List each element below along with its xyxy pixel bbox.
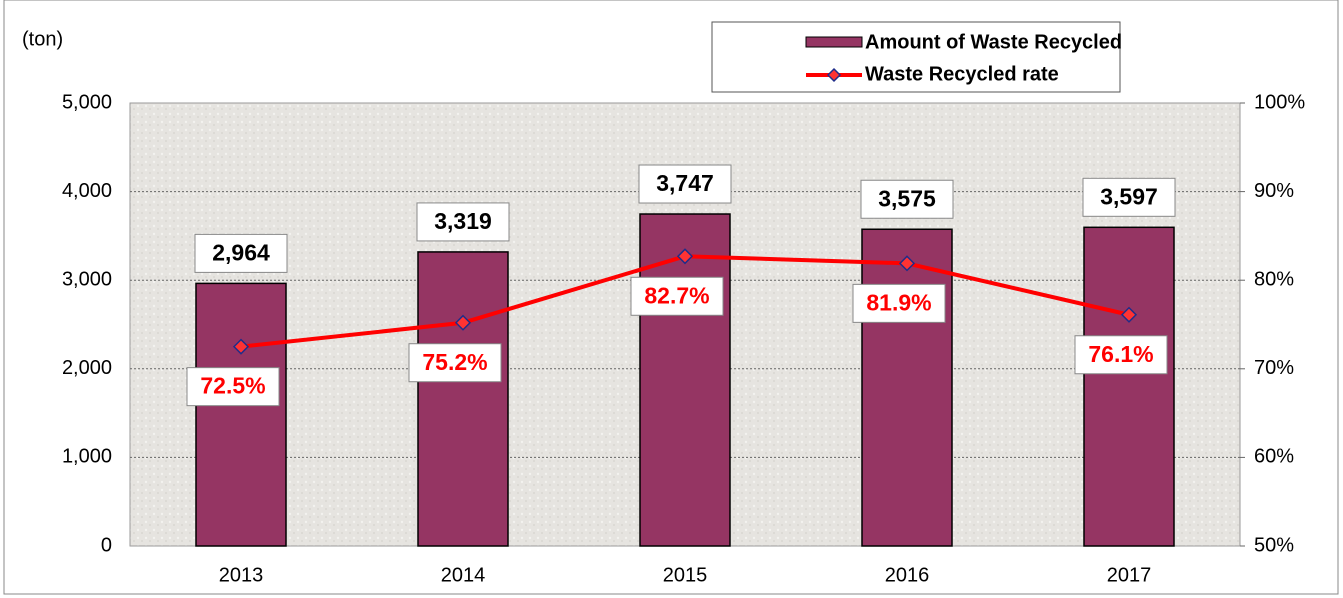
rate-marker xyxy=(454,314,472,331)
y2-tick-label: 60% xyxy=(1254,446,1294,468)
legend-marker xyxy=(826,67,842,83)
y2-tick-label: 50% xyxy=(1254,534,1294,556)
rate-value-label-box xyxy=(186,367,280,407)
bar-value-label-box xyxy=(416,202,510,242)
bar-value-label-box xyxy=(638,164,732,204)
y-tick-label: 2,000 xyxy=(62,357,112,379)
y-tick-label: 1,000 xyxy=(62,446,112,468)
bar xyxy=(861,228,953,547)
rate-value-label-box xyxy=(408,343,502,383)
x-tick-label: 2014 xyxy=(441,564,486,586)
rate-value-label-box xyxy=(630,276,724,316)
legend-label: Amount of Waste Recycled xyxy=(865,31,1122,53)
rate-value-label-box xyxy=(852,283,946,323)
bar xyxy=(195,282,287,547)
rate-value-label: 82.7% xyxy=(644,282,709,308)
bar-value-label-box xyxy=(860,179,954,219)
y-tick-label: 5,000 xyxy=(62,91,112,113)
rate-value-label: 81.9% xyxy=(866,289,931,315)
bar xyxy=(417,251,509,547)
y2-tick-label: 80% xyxy=(1254,268,1294,290)
bar-value-label: 3,319 xyxy=(434,208,492,234)
x-tick-label: 2016 xyxy=(885,564,930,586)
rate-value-label-box xyxy=(1074,335,1168,375)
bar xyxy=(1083,226,1175,547)
x-tick-label: 2015 xyxy=(663,564,708,586)
rate-marker xyxy=(898,255,916,272)
bar-value-label: 3,575 xyxy=(878,185,936,211)
bar-value-label-box xyxy=(1082,177,1176,217)
rate-value-label: 76.1% xyxy=(1088,341,1153,367)
rate-value-label: 75.2% xyxy=(422,349,487,375)
x-tick-label: 2013 xyxy=(219,564,264,586)
bar-value-label-box xyxy=(194,233,288,273)
y-tick-label: 4,000 xyxy=(62,180,112,202)
y-tick-label: 3,000 xyxy=(62,268,112,290)
bar xyxy=(639,213,731,547)
bar-value-label: 3,597 xyxy=(1100,183,1158,209)
y2-tick-label: 100% xyxy=(1254,91,1305,113)
legend xyxy=(711,21,1121,93)
rate-marker xyxy=(676,248,694,265)
rate-marker xyxy=(232,338,250,355)
y2-tick-label: 90% xyxy=(1254,180,1294,202)
rate-marker xyxy=(1120,306,1138,323)
y-axis-label: (ton) xyxy=(22,28,63,50)
legend-swatch xyxy=(805,36,863,48)
y-tick-label: 0 xyxy=(101,534,112,556)
x-tick-label: 2017 xyxy=(1107,564,1152,586)
bar-value-label: 3,747 xyxy=(656,170,714,196)
legend-label: Waste Recycled rate xyxy=(865,63,1059,85)
bar-value-label: 2,964 xyxy=(212,239,270,265)
y2-tick-label: 70% xyxy=(1254,357,1294,379)
rate-value-label: 72.5% xyxy=(200,373,265,399)
